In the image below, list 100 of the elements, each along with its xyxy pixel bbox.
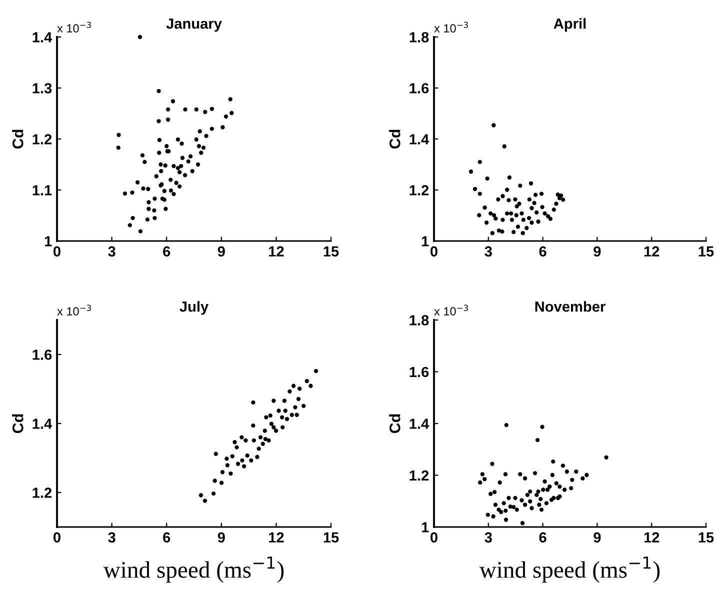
y-tick-label: 1.6 bbox=[32, 350, 52, 360]
point bbox=[283, 408, 288, 413]
point bbox=[260, 442, 265, 446]
point bbox=[255, 454, 260, 460]
x-axis-title: wind speed (ms$^{−1}$) bbox=[103, 556, 284, 583]
point bbox=[276, 408, 281, 413]
point bbox=[507, 175, 512, 180]
point bbox=[468, 170, 474, 174]
y-axis-title: Cd bbox=[12, 414, 24, 434]
point bbox=[512, 230, 516, 234]
point bbox=[520, 231, 525, 236]
x-tick-label: 9 bbox=[594, 532, 601, 543]
text: x 10$^{−3}$ bbox=[57, 304, 91, 316]
point bbox=[240, 435, 244, 440]
point bbox=[526, 216, 532, 220]
point bbox=[220, 470, 225, 474]
y-tick-label: 1 bbox=[422, 236, 429, 246]
point bbox=[225, 463, 230, 468]
point bbox=[211, 491, 216, 496]
point bbox=[308, 384, 313, 388]
point bbox=[232, 440, 237, 444]
point bbox=[513, 197, 518, 202]
x-tick-label: 15 bbox=[324, 246, 339, 257]
point bbox=[252, 438, 256, 442]
point bbox=[293, 405, 298, 410]
y-tick-label: 1.8 bbox=[410, 315, 429, 326]
x-tick-label: 9 bbox=[218, 532, 225, 543]
x-tick-label: 3 bbox=[108, 246, 116, 257]
point bbox=[242, 464, 246, 468]
text: x 10$^{−3}$ bbox=[434, 22, 468, 33]
text: x 10$^{−3}$ bbox=[434, 304, 468, 316]
point bbox=[251, 423, 256, 428]
point bbox=[230, 454, 234, 458]
point bbox=[485, 176, 490, 181]
y-tick-label: 1 bbox=[44, 236, 52, 246]
y-tick-label: 1.4 bbox=[32, 418, 52, 429]
point bbox=[291, 384, 296, 388]
point bbox=[533, 192, 538, 197]
text: x 10$^{−3}$ bbox=[57, 22, 91, 33]
point bbox=[488, 211, 493, 216]
point bbox=[536, 220, 540, 224]
point bbox=[502, 144, 506, 148]
y-tick-label: 1.4 bbox=[410, 134, 430, 144]
y-tick-label: 1.6 bbox=[410, 366, 429, 378]
point bbox=[212, 478, 217, 483]
point bbox=[500, 194, 505, 198]
point bbox=[508, 211, 514, 216]
point bbox=[264, 415, 268, 420]
x-tick-label: 0 bbox=[430, 532, 438, 543]
point bbox=[274, 428, 278, 433]
point bbox=[258, 435, 263, 440]
point bbox=[518, 184, 522, 188]
point bbox=[228, 471, 233, 476]
x-tick-label: 0 bbox=[54, 532, 60, 543]
point bbox=[500, 218, 505, 222]
x-tick-label: 3 bbox=[484, 532, 492, 543]
point bbox=[472, 186, 478, 192]
point bbox=[269, 422, 274, 426]
y-tick-label: 1.2 bbox=[410, 185, 429, 196]
point bbox=[256, 446, 261, 451]
point bbox=[314, 368, 318, 374]
point bbox=[548, 216, 552, 221]
point bbox=[214, 452, 218, 456]
y-tick-label: 1.2 bbox=[410, 470, 429, 481]
point bbox=[288, 389, 292, 394]
point bbox=[224, 456, 229, 461]
point bbox=[540, 205, 544, 210]
point bbox=[490, 231, 494, 236]
point bbox=[484, 220, 489, 225]
point bbox=[220, 480, 224, 485]
point bbox=[492, 123, 496, 128]
point bbox=[528, 181, 534, 186]
point bbox=[554, 202, 558, 206]
point bbox=[504, 211, 510, 216]
x-tick-label: 15 bbox=[324, 532, 339, 543]
x-tick-label: 6 bbox=[539, 246, 546, 257]
point bbox=[506, 198, 511, 202]
point bbox=[262, 428, 267, 433]
x-tick-label: 6 bbox=[163, 532, 170, 543]
point bbox=[284, 416, 290, 422]
y-tick-label: 1.2 bbox=[32, 488, 52, 498]
chart-title: November bbox=[535, 301, 606, 312]
point bbox=[478, 192, 482, 196]
point bbox=[282, 398, 287, 403]
point bbox=[296, 396, 301, 402]
point bbox=[539, 192, 544, 196]
y-tick-label: 1 bbox=[422, 522, 429, 532]
point bbox=[280, 415, 284, 420]
x-tick-label: 15 bbox=[698, 532, 714, 543]
chart-title: July bbox=[180, 301, 209, 315]
point bbox=[527, 197, 532, 202]
point bbox=[546, 214, 550, 218]
point bbox=[504, 188, 510, 192]
point bbox=[294, 412, 299, 417]
point bbox=[552, 208, 556, 212]
x-tick-label: 12 bbox=[269, 532, 284, 542]
point bbox=[478, 160, 482, 164]
point bbox=[280, 425, 285, 430]
point bbox=[302, 404, 306, 408]
point bbox=[514, 213, 518, 218]
